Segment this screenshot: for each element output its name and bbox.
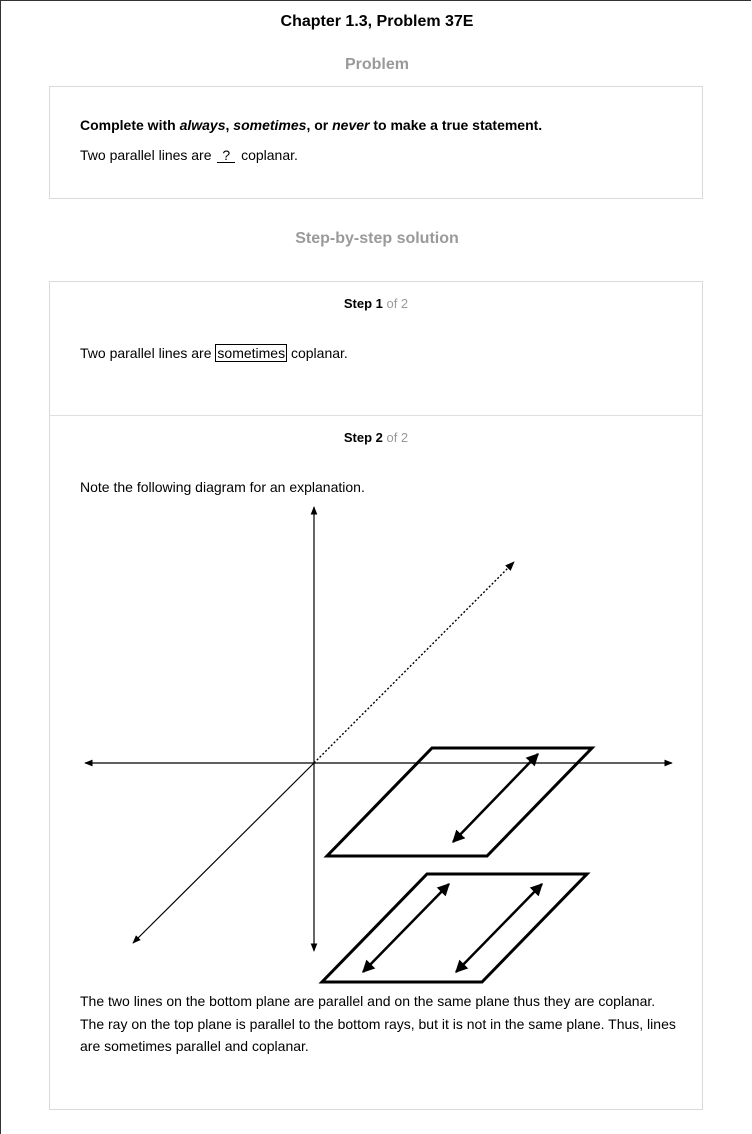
instruction-prefix: Complete with bbox=[80, 117, 180, 133]
depth-axis-front bbox=[132, 762, 315, 944]
solution-heading: Step-by-step solution bbox=[295, 230, 459, 247]
step-1-header: Step 1 of 2 bbox=[50, 296, 702, 311]
word-always: always bbox=[179, 117, 226, 133]
step-2-header: Step 2 of 2 bbox=[50, 430, 702, 445]
planes-diagram bbox=[84, 506, 673, 984]
problem-heading: Problem bbox=[344, 56, 409, 73]
bottom-plane-line-2 bbox=[455, 883, 543, 973]
word-sometimes: sometimes bbox=[233, 117, 307, 133]
word-never: never bbox=[332, 117, 370, 133]
question-before: Two parallel lines are bbox=[80, 147, 216, 163]
solution-box: Step 1 of 2 Two parallel lines are somet… bbox=[49, 281, 703, 1110]
step-divider bbox=[50, 415, 702, 416]
step-1-text-before: Two parallel lines are bbox=[80, 345, 216, 361]
step-1-text: Two parallel lines are sometimes coplana… bbox=[80, 344, 348, 362]
top-plane bbox=[323, 746, 596, 858]
problem-box: Complete with always, sometimes, or neve… bbox=[49, 86, 703, 199]
bottom-plane-line-1 bbox=[362, 883, 450, 973]
step-1-label: Step 1 bbox=[343, 296, 383, 311]
instruction-suffix: to make a true statement. bbox=[369, 117, 543, 133]
instruction-sep-2: , or bbox=[306, 117, 333, 133]
problem-instruction: Complete with always, sometimes, or neve… bbox=[80, 117, 542, 133]
depth-axis-back bbox=[313, 561, 515, 764]
bottom-plane bbox=[318, 872, 591, 984]
step-2-explanation: The two lines on the bottom plane are pa… bbox=[80, 993, 676, 1054]
step-2-intro: Note the following diagram for an explan… bbox=[80, 479, 365, 495]
step-1-answer: sometimes bbox=[215, 344, 288, 362]
instruction-sep-1: , bbox=[225, 117, 234, 133]
problem-question: Two parallel lines are ? coplanar. bbox=[80, 147, 298, 163]
chapter-title: Chapter 1.3, Problem 37E bbox=[280, 13, 474, 30]
step-1-text-after: coplanar. bbox=[287, 345, 348, 361]
answer-blank: ? bbox=[217, 148, 236, 163]
step-1-of-total: of 2 bbox=[382, 296, 409, 311]
step-2-of-total: of 2 bbox=[382, 430, 409, 445]
question-after: coplanar. bbox=[237, 147, 298, 163]
step-2-label: Step 2 bbox=[343, 430, 383, 445]
top-plane-line bbox=[452, 753, 539, 843]
